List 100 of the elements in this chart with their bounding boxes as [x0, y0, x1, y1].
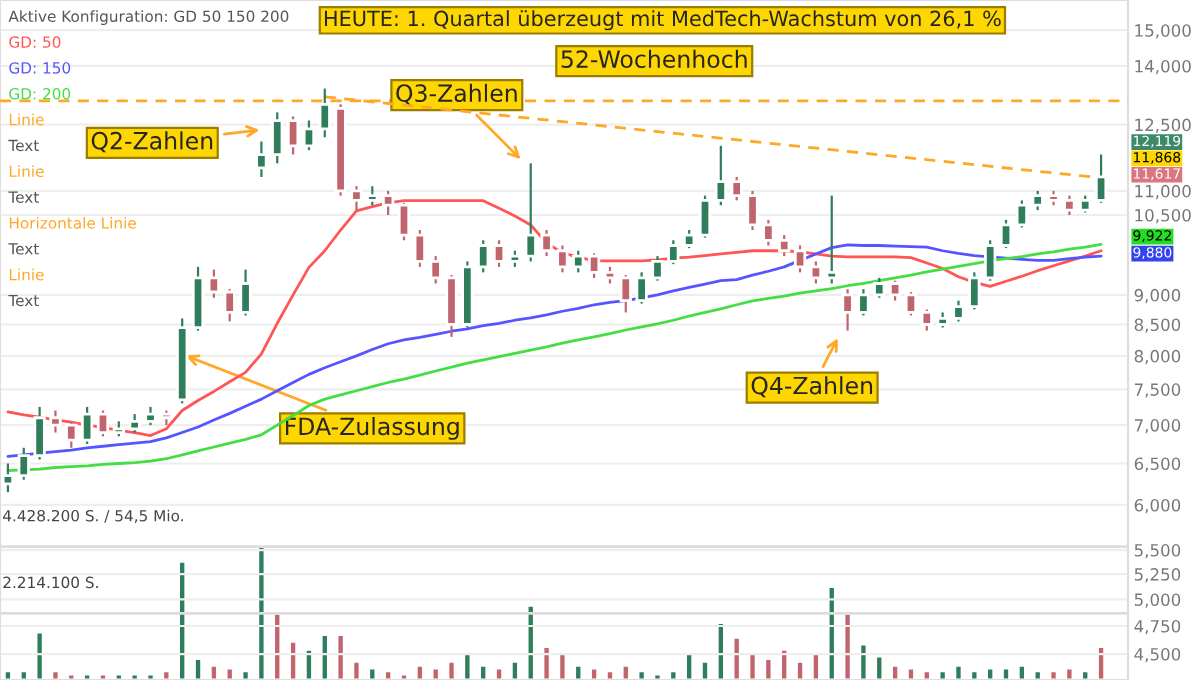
- candlestick: [286, 115, 300, 156]
- y-tick-label: 8,000: [1134, 349, 1181, 365]
- bar: [34, 630, 45, 680]
- y-tick-label: 4,750: [1134, 619, 1181, 635]
- bar: [446, 659, 457, 680]
- bar: [462, 651, 473, 680]
- annotation: Q2-Zahlen: [91, 131, 213, 153]
- bar: [98, 672, 108, 680]
- candlestick: [96, 409, 110, 438]
- bar: [509, 659, 520, 680]
- bar: [985, 666, 996, 680]
- candlestick: [904, 290, 918, 317]
- y-tick-label: 15,000: [1135, 24, 1191, 39]
- bar: [858, 642, 869, 680]
- bar: [874, 654, 885, 680]
- bar: [414, 663, 425, 680]
- candlestick: [714, 144, 727, 207]
- candlestick: [207, 268, 221, 299]
- bar: [272, 611, 283, 680]
- bar: [921, 669, 932, 680]
- bar: [240, 669, 251, 680]
- y-tick-label: 11,000: [1135, 184, 1191, 200]
- bar: [969, 669, 980, 680]
- candlestick: [80, 405, 94, 446]
- y-tick-label: 12,500: [1135, 118, 1191, 133]
- bar: [2, 669, 13, 680]
- bar: [367, 666, 378, 680]
- candlestick: [492, 239, 506, 268]
- bar: [1016, 663, 1027, 680]
- bar: [525, 603, 536, 680]
- y-tick-label: 5,250: [1134, 568, 1181, 583]
- candlestick: [793, 244, 807, 274]
- bar: [399, 672, 409, 680]
- bar: [478, 663, 489, 680]
- bar: [351, 659, 362, 680]
- bar: [826, 585, 837, 680]
- bar: [573, 663, 584, 680]
- bar: [763, 657, 774, 680]
- candlestick: [1, 462, 15, 494]
- bar: [589, 666, 600, 680]
- bar: [335, 633, 346, 680]
- candlestick: [888, 279, 902, 302]
- bar: [636, 669, 647, 680]
- candlestick: [382, 189, 395, 217]
- bar: [541, 645, 552, 680]
- ref-line-label: 52-Wochenhoch: [561, 49, 747, 69]
- annotation: FDA-Zulassung: [285, 416, 459, 440]
- candlestick: [809, 260, 823, 285]
- bar: [161, 669, 172, 680]
- bar: [82, 672, 93, 680]
- bar: [494, 666, 504, 680]
- bar: [383, 669, 394, 680]
- candlestick: [587, 252, 601, 279]
- bar: [937, 669, 948, 680]
- candlestick: [984, 239, 997, 282]
- candlestick: [302, 119, 316, 152]
- bar: [684, 651, 695, 680]
- candlestick: [999, 218, 1013, 250]
- candlestick: [698, 194, 712, 239]
- bar: [810, 651, 821, 680]
- candlestick: [683, 228, 696, 250]
- y-tick-label: 9,000: [1134, 288, 1181, 304]
- bar: [319, 633, 330, 680]
- bar: [604, 669, 615, 680]
- bar: [1064, 666, 1075, 680]
- bar: [1032, 669, 1043, 680]
- y-tick-label: 4,500: [1134, 647, 1181, 663]
- bar: [906, 666, 916, 680]
- y-tick-label: 7,000: [1134, 419, 1181, 434]
- candlestick: [825, 194, 838, 285]
- bar: [208, 663, 219, 680]
- y-tick-label: 5,000: [1134, 593, 1181, 608]
- y-tick-label: 14,000: [1135, 59, 1191, 75]
- bar: [1001, 666, 1011, 680]
- chart-title: HEUTE: 1. Quartal überzeugt mit MedTech-Wachstum von 26,1 %: [324, 10, 1001, 31]
- bar: [129, 672, 140, 680]
- bar: [1096, 645, 1107, 680]
- bar: [700, 659, 710, 680]
- annotation: Q3-Zahlen: [396, 83, 517, 105]
- bar: [288, 639, 299, 680]
- candlestick: [397, 201, 411, 242]
- y-tick-label: 5,500: [1134, 544, 1181, 559]
- bar: [66, 672, 77, 680]
- y-tick-label: 10,500: [1135, 208, 1191, 224]
- bar: [668, 669, 679, 680]
- bar: [177, 559, 188, 680]
- y-tick-label: 6,000: [1134, 498, 1181, 514]
- bar: [731, 635, 742, 680]
- bar: [50, 669, 61, 680]
- bar: [557, 651, 568, 680]
- annotation: Q4-Zahlen: [751, 376, 873, 398]
- bar: [430, 666, 441, 680]
- bar: [303, 647, 314, 680]
- y-tick-label: 6,500: [1134, 457, 1181, 472]
- bar: [193, 657, 203, 680]
- bar: [1080, 669, 1091, 680]
- candlestick: [1094, 153, 1108, 204]
- y-tick-label: 7,500: [1134, 383, 1181, 398]
- candlestick: [1015, 199, 1028, 229]
- bar: [18, 669, 29, 680]
